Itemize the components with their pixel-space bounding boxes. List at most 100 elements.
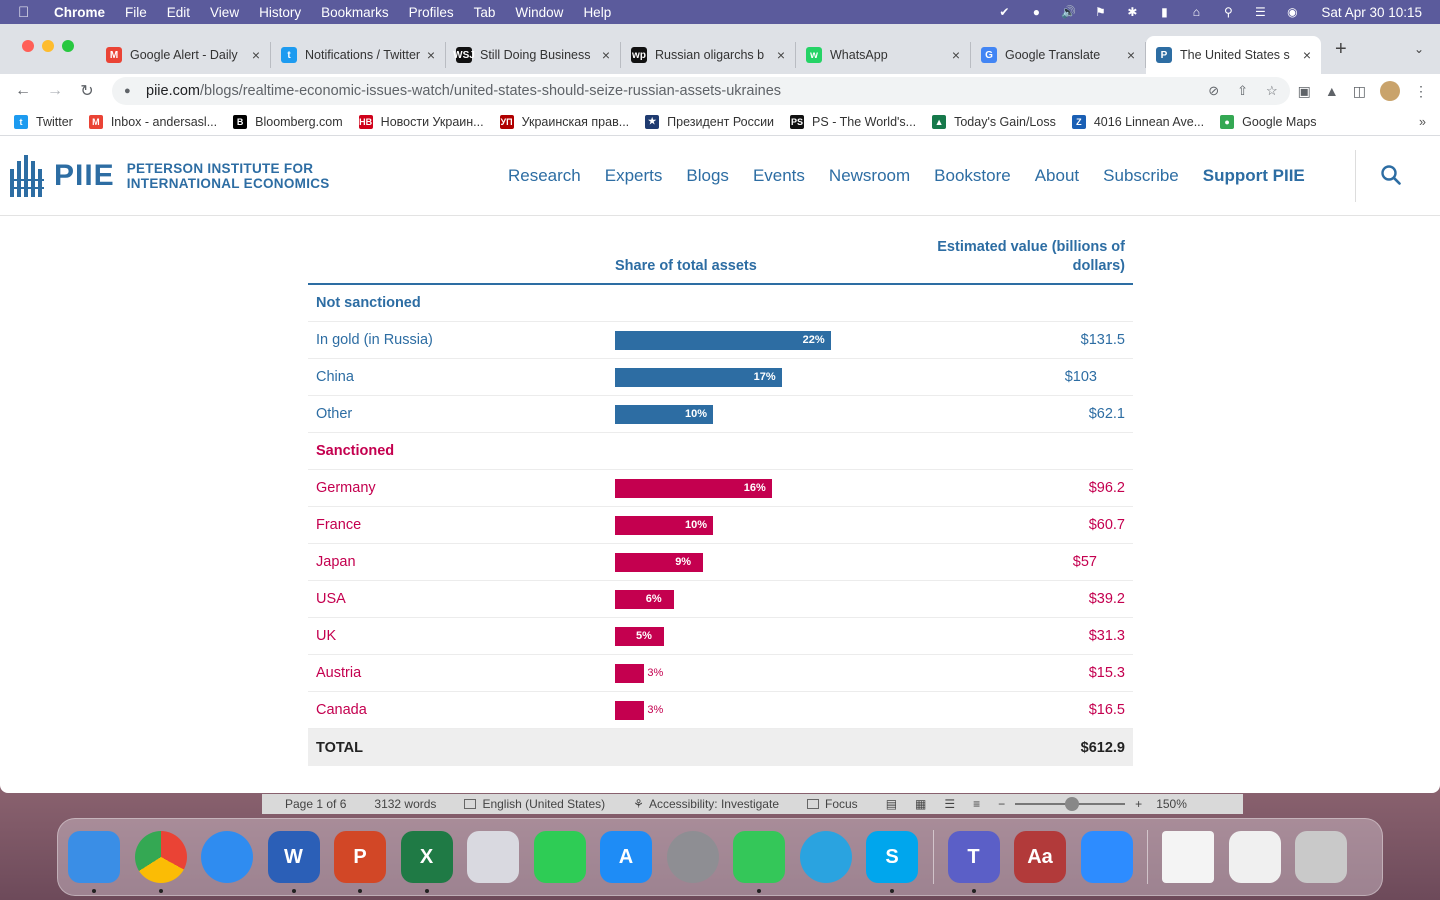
menubar-clock[interactable]: Sat Apr 30 10:15 — [1321, 4, 1422, 20]
dock-messages-icon[interactable] — [733, 831, 785, 893]
draft-view-icon[interactable]: ≡ — [973, 797, 981, 811]
zoom-level[interactable]: 150% — [1156, 797, 1187, 811]
nav-events[interactable]: Events — [752, 166, 805, 185]
creative-cloud-icon[interactable]: ● — [1032, 5, 1041, 19]
dock-document-preview-icon[interactable] — [1228, 831, 1281, 883]
dock-dictionary-icon[interactable]: Aa — [1014, 831, 1066, 883]
close-tab-icon[interactable]: × — [776, 47, 785, 63]
forward-arrow-icon[interactable]: → — [47, 82, 63, 99]
browser-tab[interactable]: M Google Alert - Daily × — [96, 42, 271, 68]
nav-research[interactable]: Research — [508, 166, 581, 185]
dock-chrome-icon[interactable] — [134, 831, 187, 893]
outline-view-icon[interactable]: ☰ — [944, 797, 956, 811]
menu-view[interactable]: View — [210, 4, 240, 20]
close-tab-icon[interactable]: × — [251, 47, 260, 63]
address-bar[interactable]: ● piie.com/blogs/realtime-economic-issue… — [112, 77, 1290, 105]
lock-icon[interactable]: ● — [124, 85, 131, 97]
browser-tab[interactable]: t Notifications / Twitter × — [271, 42, 446, 68]
bookmark-item[interactable]: M Inbox - andersasl... — [88, 114, 217, 129]
menu-edit[interactable]: Edit — [166, 4, 191, 20]
spotlight-search-icon[interactable]: ⚲ — [1224, 5, 1233, 19]
menu-profiles[interactable]: Profiles — [408, 4, 454, 20]
dock-chrome-doc-icon[interactable] — [1162, 831, 1214, 883]
star-bookmark-icon[interactable]: ☆ — [1266, 83, 1278, 98]
bookmark-item[interactable]: PS PS - The World's... — [790, 114, 916, 129]
browser-tab[interactable]: P The United States s × — [1146, 36, 1321, 74]
bookmark-item[interactable]: ★ Президент России — [645, 114, 774, 129]
control-center-icon[interactable]: ☰ — [1255, 5, 1266, 19]
nav-bookstore[interactable]: Bookstore — [934, 166, 1011, 185]
bookmarks-overflow-icon[interactable]: » — [1419, 114, 1426, 129]
close-tab-icon[interactable]: × — [1126, 47, 1135, 63]
dock-launchpad-icon[interactable] — [467, 831, 519, 883]
dock-finder-icon[interactable] — [68, 831, 120, 893]
dock-excel-icon[interactable]: X — [400, 831, 453, 893]
bookmark-item[interactable]: t Twitter — [14, 114, 73, 129]
close-tab-icon[interactable]: × — [601, 47, 610, 63]
puzzle-extensions-icon[interactable]: ▲ — [1324, 83, 1339, 99]
word-count[interactable]: 3132 words — [374, 797, 437, 811]
page-count[interactable]: Page 1 of 6 — [285, 797, 347, 811]
nav-experts[interactable]: Experts — [604, 166, 663, 185]
menu-help[interactable]: Help — [583, 4, 612, 20]
extension-icon[interactable]: ▣ — [1297, 82, 1311, 99]
print-layout-icon[interactable]: ▤ — [885, 797, 898, 811]
battery-icon[interactable]: ▮ — [1161, 5, 1168, 19]
menu-tab[interactable]: Tab — [473, 4, 496, 20]
language-label[interactable]: English (United States) — [482, 797, 606, 811]
browser-tab[interactable]: w WhatsApp × — [796, 42, 971, 68]
close-tab-icon[interactable]: × — [426, 47, 435, 63]
piie-logo[interactable]: PIIE PETERSON INSTITUTE FOR INTERNATIONA… — [10, 153, 330, 199]
close-window-button[interactable] — [22, 40, 34, 52]
dock-skype-icon[interactable]: S — [866, 831, 918, 893]
dock-trash-icon[interactable] — [1295, 831, 1347, 883]
dock-telegram-icon[interactable] — [799, 831, 852, 883]
siri-icon[interactable]: ◉ — [1287, 5, 1298, 19]
back-arrow-icon[interactable]: ← — [15, 82, 31, 99]
dock-powerpoint-icon[interactable]: P — [334, 831, 386, 893]
nav-newsroom[interactable]: Newsroom — [828, 166, 911, 185]
apple-icon[interactable]:  — [18, 4, 38, 21]
bookmark-item[interactable]: ▲ Today's Gain/Loss — [932, 114, 1056, 129]
bookmark-item[interactable]: Z 4016 Linnean Ave... — [1071, 114, 1204, 129]
kebab-menu-icon[interactable]: ⋮ — [1414, 82, 1428, 99]
dock-app-store-icon[interactable]: A — [600, 831, 652, 883]
tab-search-chevron-icon[interactable]: ⌄ — [1413, 42, 1424, 56]
menu-bookmarks[interactable]: Bookmarks — [321, 4, 389, 20]
nav-blogs[interactable]: Blogs — [686, 166, 729, 185]
eye-off-icon[interactable]: ⊘ — [1208, 83, 1220, 98]
share-icon[interactable]: ⇧ — [1237, 83, 1249, 98]
bookmark-item[interactable]: УП Украинская прав... — [499, 114, 629, 129]
dock-system-preferences-icon[interactable] — [666, 831, 719, 883]
web-layout-icon[interactable]: ▦ — [915, 797, 927, 811]
bookmark-item[interactable]: ● Google Maps — [1220, 114, 1317, 129]
volume-icon[interactable]: 🔊 — [1060, 5, 1076, 19]
browser-tab[interactable]: wp Russian oligarchs b × — [621, 42, 796, 68]
menu-window[interactable]: Window — [515, 4, 564, 20]
nav-support-piie[interactable]: Support PIIE — [1202, 166, 1305, 185]
side-panel-icon[interactable]: ◫ — [1352, 82, 1366, 99]
menu-app-name[interactable]: Chrome — [54, 4, 106, 20]
checkmark-status-icon[interactable]: ✔ — [999, 5, 1010, 19]
dock-safari-icon[interactable] — [201, 831, 253, 883]
flag-icon[interactable]: ⚑ — [1095, 5, 1106, 19]
bluetooth-icon[interactable]: ✱ — [1127, 5, 1138, 19]
accessibility-label[interactable]: Accessibility: Investigate — [648, 797, 779, 811]
wifi-icon[interactable]: ⌂ — [1192, 5, 1201, 19]
zoom-out-icon[interactable]: − — [998, 797, 1006, 811]
bookmark-item[interactable]: B Bloomberg.com — [233, 114, 343, 129]
zoom-slider-knob[interactable] — [1065, 797, 1080, 811]
zoom-slider[interactable] — [1015, 797, 1126, 811]
dock-facetime-icon[interactable] — [533, 831, 586, 883]
profile-avatar[interactable] — [1380, 81, 1400, 101]
new-tab-button[interactable]: + — [1335, 37, 1347, 60]
dock-teams-icon[interactable]: T — [947, 831, 1000, 893]
minimize-window-button[interactable] — [42, 40, 54, 52]
browser-tab[interactable]: WSJ Still Doing Business × — [446, 42, 621, 68]
dock-zoom-icon[interactable] — [1080, 831, 1133, 883]
nav-subscribe[interactable]: Subscribe — [1103, 166, 1179, 185]
focus-label[interactable]: Focus — [825, 797, 858, 811]
menu-history[interactable]: History — [259, 4, 302, 20]
dock-word-icon[interactable]: W — [267, 831, 320, 893]
close-tab-icon[interactable]: × — [1302, 47, 1311, 63]
